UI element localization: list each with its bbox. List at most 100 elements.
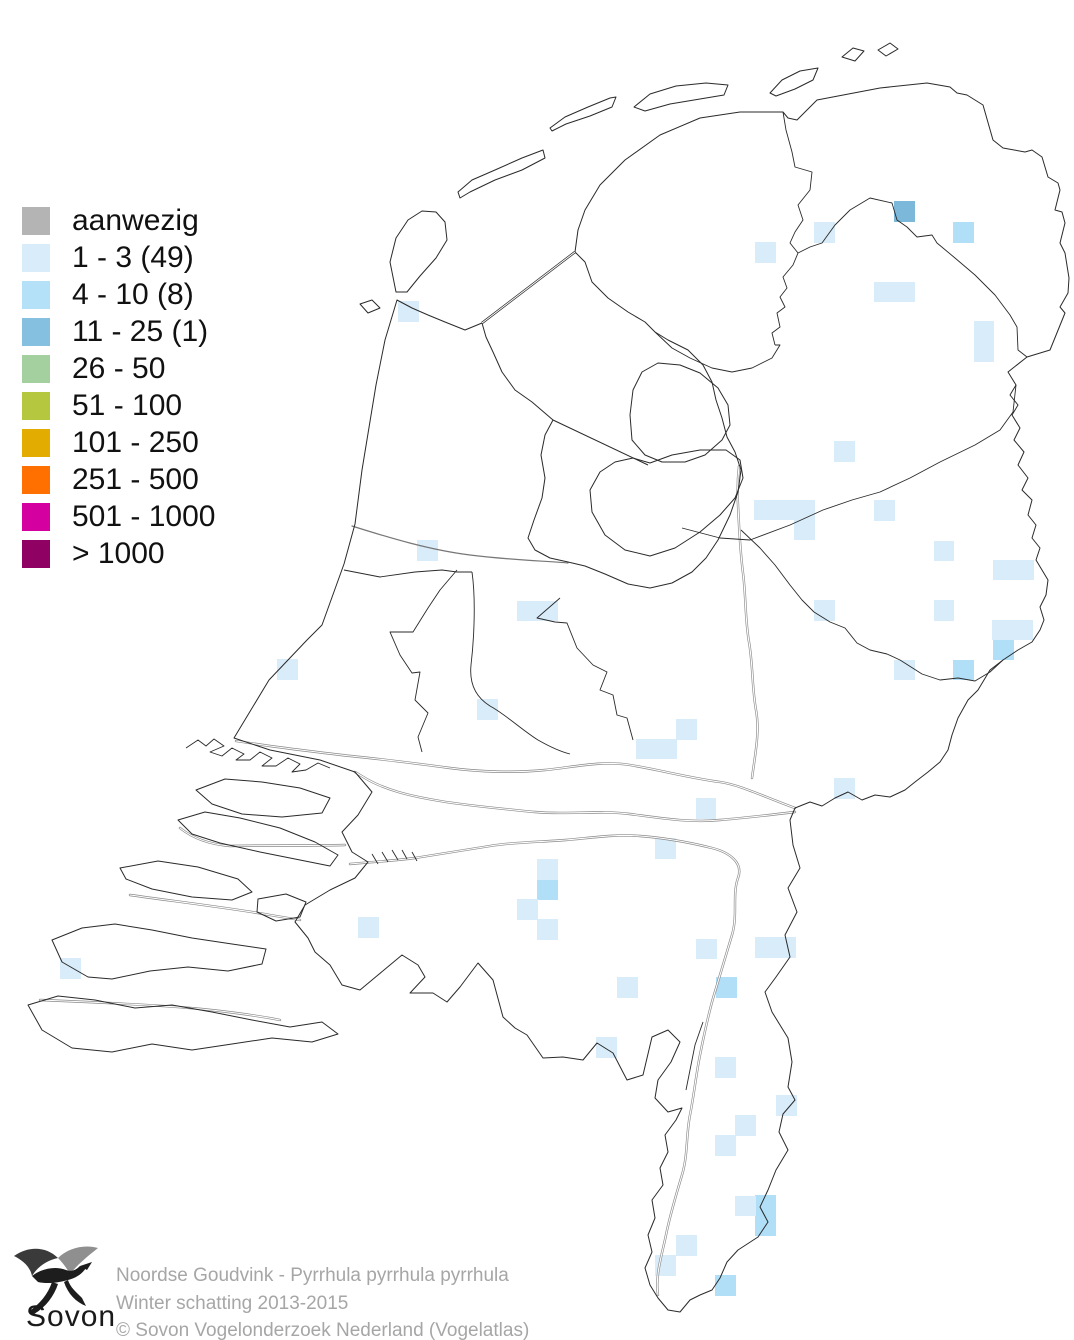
border-brabant-limburg — [685, 1021, 704, 1091]
water-haringvliet — [178, 826, 347, 848]
legend-label: 11 - 25 (1) — [72, 314, 209, 348]
grid-square-c1 — [537, 859, 558, 880]
grid-square-c1 — [755, 937, 796, 958]
legend-label: 4 - 10 (8) — [72, 277, 194, 311]
legend-row: 51 - 100 — [22, 387, 215, 424]
border-overijssel-gelderland — [740, 529, 1004, 682]
grid-square-c1 — [636, 739, 677, 759]
legend-label: > 1000 — [72, 536, 165, 570]
grid-square-c1 — [517, 899, 538, 920]
grid-square-c1 — [814, 222, 835, 243]
border-friesland-south — [654, 331, 781, 373]
legend-row: 501 - 1000 — [22, 498, 215, 535]
grid-square-c1 — [934, 541, 954, 561]
grid-square-c1 — [277, 659, 298, 680]
harbor-rotterdam-docks — [185, 738, 331, 773]
grid-square-c1 — [874, 500, 895, 521]
legend-label: 26 - 50 — [72, 351, 166, 385]
grid-square-c1 — [517, 601, 558, 621]
grid-square-c1 — [754, 500, 815, 520]
border-friesland-groningen — [771, 111, 813, 346]
legend-color-swatch — [22, 502, 50, 531]
island-walcheren-beveland — [51, 923, 267, 980]
rivers-layer — [38, 464, 797, 1297]
canal-noordzeekanaal — [351, 525, 569, 564]
polder-noordoostpolder — [629, 362, 731, 463]
river-waal — [353, 770, 797, 823]
biesbosch-creeks — [371, 849, 418, 865]
grid-square-c1 — [715, 1135, 736, 1156]
grid-square-c1 — [676, 1235, 697, 1256]
island-texel — [389, 210, 448, 293]
island-schouwen — [119, 860, 253, 901]
border-drenthe-overijssel — [681, 384, 1017, 541]
grid-square-c1 — [934, 600, 954, 621]
island-tholen — [256, 893, 307, 922]
grid-square-c1 — [655, 838, 676, 859]
grid-square-c2 — [537, 879, 558, 900]
legend-row: 251 - 500 — [22, 461, 215, 498]
island-rottumeroog — [877, 42, 899, 57]
caption-season: Winter schatting 2013-2015 — [116, 1292, 349, 1314]
legend-label: 501 - 1000 — [72, 499, 216, 533]
border-utrecht-gelderland — [536, 597, 634, 741]
grid-squares-layer — [60, 201, 1034, 1296]
coastline-layer — [27, 42, 1070, 1313]
island-vlieland — [457, 149, 546, 199]
legend-color-swatch — [22, 465, 50, 494]
island-goeree — [177, 811, 339, 867]
caption-species: Noordse Goudvink - Pyrrhula pyrrhula pyr… — [116, 1265, 509, 1286]
grid-square-c1 — [993, 560, 1034, 580]
province-borders-layer — [343, 111, 1028, 1091]
grid-square-c1 — [974, 321, 994, 362]
border-noordholland-zuidholland — [343, 569, 472, 578]
grid-square-c1 — [60, 958, 81, 979]
afsluitdijk-center — [481, 251, 576, 324]
legend-label: 101 - 250 — [72, 425, 199, 459]
grid-square-c1 — [358, 917, 379, 938]
grid-square-c2 — [716, 977, 737, 998]
legend-row: 1 - 3 (49) — [22, 239, 215, 276]
grid-square-c1 — [794, 520, 815, 540]
grid-square-c1 — [992, 620, 1033, 640]
grid-square-c1 — [617, 977, 638, 998]
grid-square-c1 — [676, 719, 697, 740]
water-westerschelde — [38, 998, 282, 1022]
grid-square-c1 — [398, 301, 419, 322]
grid-square-c1 — [755, 242, 776, 263]
region-zeeuws-vlaanderen — [27, 995, 339, 1053]
legend-row: 11 - 25 (1) — [22, 313, 215, 350]
sovon-logo: Sovon — [8, 1234, 128, 1339]
polder-flevoland — [589, 449, 744, 557]
legend-color-swatch — [22, 391, 50, 420]
legend-row: aanwezig — [22, 202, 215, 239]
legend-row: 4 - 10 (8) — [22, 276, 215, 313]
legend: aanwezig 1 - 3 (49) 4 - 10 (8) 11 - 25 (… — [22, 202, 215, 572]
grid-square-c1 — [537, 919, 558, 940]
grid-square-c1 — [417, 540, 438, 561]
grid-square-c1 — [834, 441, 855, 462]
grid-square-c1 — [715, 1057, 736, 1078]
island-ameland — [633, 82, 729, 112]
grid-square-c1 — [814, 600, 835, 621]
map-caption: Noordse Goudvink - Pyrrhula pyrrhula pyr… — [116, 1262, 529, 1340]
legend-label: 251 - 500 — [72, 462, 199, 496]
grid-square-c2 — [953, 660, 974, 680]
legend-color-swatch — [22, 354, 50, 383]
legend-label: 51 - 100 — [72, 388, 183, 422]
grid-square-c1 — [477, 699, 498, 720]
river-maas — [348, 834, 741, 1297]
houtribdijk — [552, 419, 649, 466]
legend-color-swatch — [22, 317, 50, 346]
border-zuidholland-utrecht — [389, 569, 458, 753]
border-vecht-utrecht — [470, 571, 571, 755]
grid-square-c2 — [755, 1195, 776, 1236]
legend-row: 26 - 50 — [22, 350, 215, 387]
legend-label: 1 - 3 (49) — [72, 240, 194, 274]
grid-square-c2 — [953, 222, 974, 243]
island-schiermonnikoog — [769, 67, 819, 97]
legend-row: > 1000 — [22, 535, 215, 572]
legend-row: 101 - 250 — [22, 424, 215, 461]
grid-square-c1 — [735, 1196, 756, 1216]
